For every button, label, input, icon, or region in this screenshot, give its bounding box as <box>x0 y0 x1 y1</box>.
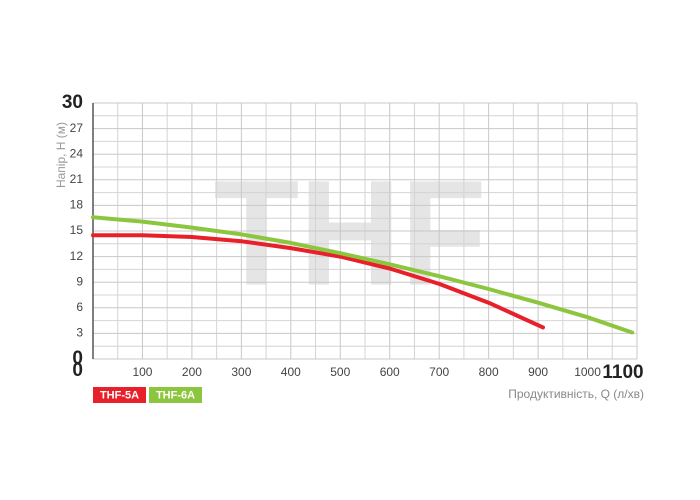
x-tick-label: 800 <box>479 365 499 379</box>
x-tick-label: 900 <box>528 365 548 379</box>
legend-swatch <box>93 387 146 403</box>
x-tick-label: 400 <box>281 365 301 379</box>
legend-item: THF-5A <box>93 387 146 403</box>
x-axis-label: Продуктивність, Q (л/хв) <box>508 387 644 401</box>
x-tick-label: 200 <box>182 365 202 379</box>
watermark: THF <box>214 149 487 317</box>
y-tick-label: 0 <box>72 348 83 369</box>
y-tick-label: 27 <box>70 121 84 135</box>
y-tick-label: 18 <box>70 198 84 212</box>
y-tick-label: 9 <box>76 274 83 288</box>
series-line <box>91 215 635 335</box>
y-tick-label: 21 <box>70 172 84 186</box>
x-tick-label: 100 <box>132 365 152 379</box>
y-tick-label: 12 <box>70 249 84 263</box>
y-tick-label: 24 <box>70 146 84 160</box>
y-tick-label: 30 <box>62 92 83 113</box>
series-line <box>91 233 545 330</box>
y-axis-label: Напір, Н (м) <box>54 122 68 188</box>
y-tick-label: 15 <box>70 223 84 237</box>
legend-swatch <box>149 387 202 403</box>
y-tick-label: 3 <box>76 326 83 340</box>
x-tick-label: 500 <box>330 365 350 379</box>
x-tick-label: 1000 <box>574 365 601 379</box>
x-tick-label: 1100 <box>602 362 643 383</box>
x-tick-label: 300 <box>231 365 251 379</box>
legend-label: THF-5A <box>100 389 139 401</box>
x-tick-label: 700 <box>429 365 449 379</box>
x-tick-label: 0 <box>72 360 83 381</box>
legend-label: THF-6A <box>156 389 195 401</box>
x-tick-label: 600 <box>380 365 400 379</box>
legend-item: THF-6A <box>149 387 202 403</box>
y-tick-label: 6 <box>76 300 83 314</box>
